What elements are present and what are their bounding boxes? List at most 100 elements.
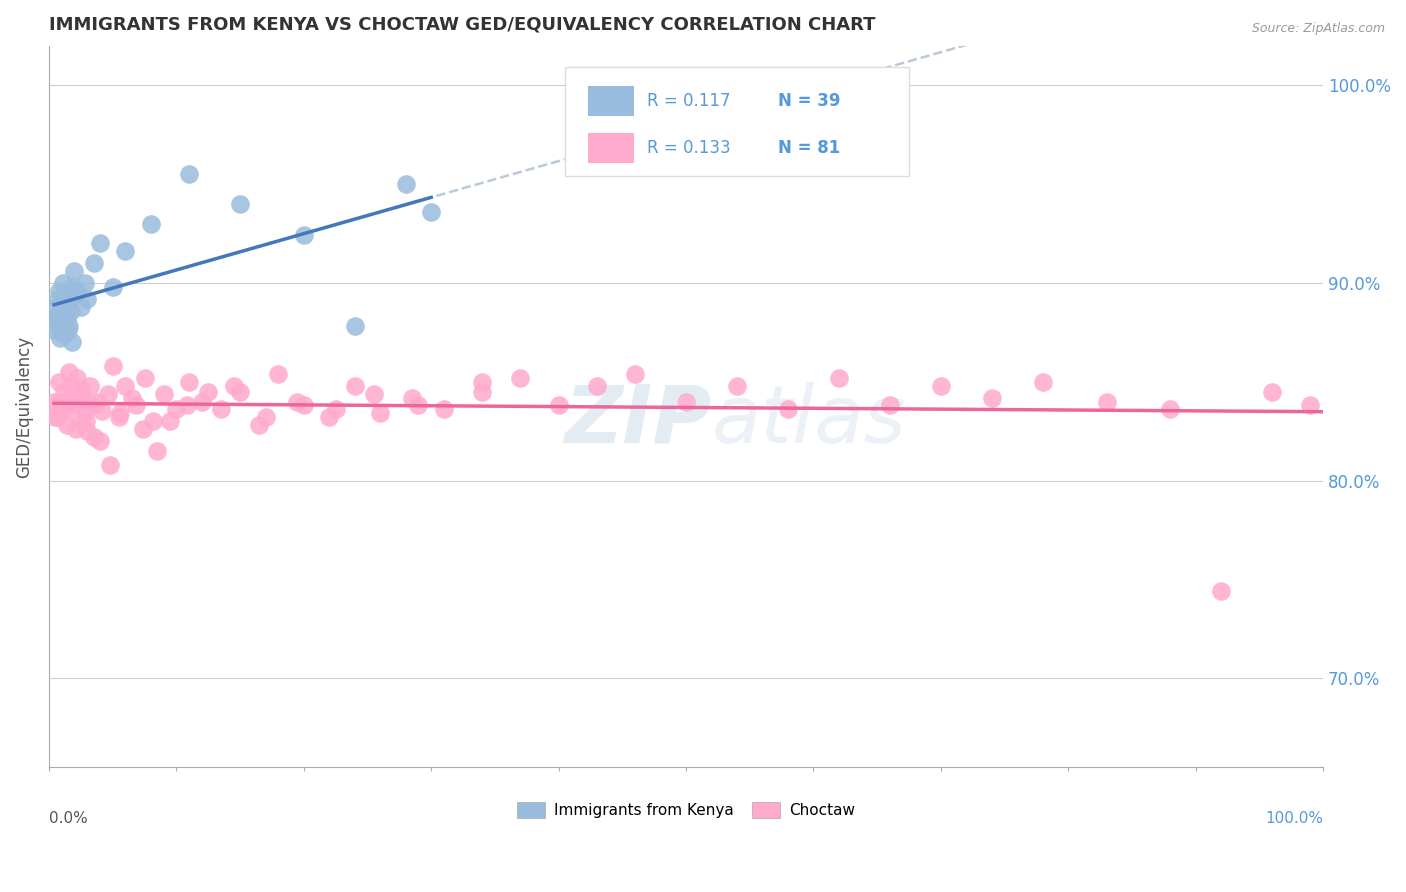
Text: N = 81: N = 81 bbox=[778, 138, 839, 157]
Point bbox=[60, 280, 83, 294]
Point bbox=[62, 287, 84, 301]
Point bbox=[55, 287, 77, 301]
Point bbox=[292, 399, 315, 413]
Point bbox=[139, 217, 162, 231]
Point bbox=[675, 394, 697, 409]
Point bbox=[547, 399, 569, 413]
Point bbox=[66, 284, 89, 298]
Point bbox=[86, 394, 108, 409]
Point bbox=[48, 375, 70, 389]
Point bbox=[325, 402, 347, 417]
Point bbox=[254, 410, 277, 425]
Point bbox=[209, 402, 232, 417]
Point bbox=[42, 394, 65, 409]
Point bbox=[75, 414, 97, 428]
Point bbox=[471, 375, 494, 389]
Point bbox=[318, 410, 340, 425]
Point bbox=[828, 371, 851, 385]
Y-axis label: GED/Equivalency: GED/Equivalency bbox=[15, 335, 32, 477]
Point bbox=[110, 406, 132, 420]
Point bbox=[247, 418, 270, 433]
Point bbox=[42, 323, 65, 337]
Point bbox=[98, 458, 121, 472]
Point bbox=[56, 323, 79, 337]
FancyBboxPatch shape bbox=[588, 133, 634, 163]
Point bbox=[197, 384, 219, 399]
Point bbox=[51, 303, 73, 318]
Point bbox=[51, 402, 73, 417]
Text: R = 0.133: R = 0.133 bbox=[647, 138, 730, 157]
Point bbox=[586, 378, 609, 392]
Point bbox=[59, 303, 82, 318]
Point bbox=[76, 292, 98, 306]
Point bbox=[89, 236, 111, 251]
Point bbox=[142, 414, 165, 428]
Point bbox=[101, 280, 124, 294]
Text: R = 0.117: R = 0.117 bbox=[647, 92, 730, 110]
Legend: Immigrants from Kenya, Choctaw: Immigrants from Kenya, Choctaw bbox=[512, 797, 860, 824]
Point bbox=[76, 424, 98, 438]
Point bbox=[1299, 399, 1322, 413]
Point bbox=[55, 402, 77, 417]
Point bbox=[401, 391, 423, 405]
Point bbox=[152, 386, 174, 401]
Point bbox=[97, 386, 120, 401]
Point bbox=[51, 295, 73, 310]
Point bbox=[60, 391, 83, 405]
Point bbox=[121, 391, 143, 405]
Point bbox=[58, 292, 80, 306]
Point bbox=[83, 256, 105, 270]
Point bbox=[408, 399, 430, 413]
FancyBboxPatch shape bbox=[565, 67, 910, 176]
Point bbox=[53, 327, 76, 342]
Point bbox=[146, 444, 169, 458]
Text: atlas: atlas bbox=[711, 382, 907, 460]
Point bbox=[879, 399, 901, 413]
Point bbox=[433, 402, 456, 417]
Point bbox=[46, 308, 69, 322]
Point bbox=[229, 197, 252, 211]
Point bbox=[179, 375, 201, 389]
Point bbox=[46, 292, 69, 306]
Point bbox=[776, 402, 799, 417]
Point bbox=[132, 422, 155, 436]
Point bbox=[44, 410, 66, 425]
Point bbox=[368, 406, 391, 420]
Text: 0.0%: 0.0% bbox=[49, 811, 87, 826]
Point bbox=[395, 177, 418, 191]
Point bbox=[52, 315, 75, 329]
Point bbox=[69, 300, 91, 314]
Point bbox=[45, 410, 67, 425]
Point bbox=[114, 244, 136, 259]
Text: N = 39: N = 39 bbox=[778, 92, 841, 110]
Point bbox=[624, 367, 647, 381]
Point bbox=[44, 311, 66, 326]
Point bbox=[66, 371, 89, 385]
Point bbox=[58, 319, 80, 334]
Text: ZIP: ZIP bbox=[564, 382, 711, 460]
Point bbox=[70, 383, 93, 397]
Point bbox=[292, 228, 315, 243]
Point bbox=[73, 276, 96, 290]
Point bbox=[45, 300, 67, 314]
Point bbox=[929, 378, 952, 392]
Point bbox=[179, 167, 201, 181]
Point bbox=[69, 414, 91, 428]
Point bbox=[420, 204, 443, 219]
Point bbox=[108, 410, 131, 425]
Point bbox=[56, 311, 79, 326]
Point bbox=[63, 399, 86, 413]
Point bbox=[55, 300, 77, 314]
Point bbox=[101, 359, 124, 373]
Point bbox=[1261, 384, 1284, 399]
Point bbox=[60, 335, 83, 350]
Point bbox=[83, 430, 105, 444]
Point bbox=[471, 384, 494, 399]
Point bbox=[176, 399, 198, 413]
Point bbox=[222, 378, 245, 392]
Point bbox=[69, 391, 91, 405]
Point bbox=[725, 378, 748, 392]
Point bbox=[63, 264, 86, 278]
Point bbox=[1159, 402, 1181, 417]
Point bbox=[58, 365, 80, 379]
